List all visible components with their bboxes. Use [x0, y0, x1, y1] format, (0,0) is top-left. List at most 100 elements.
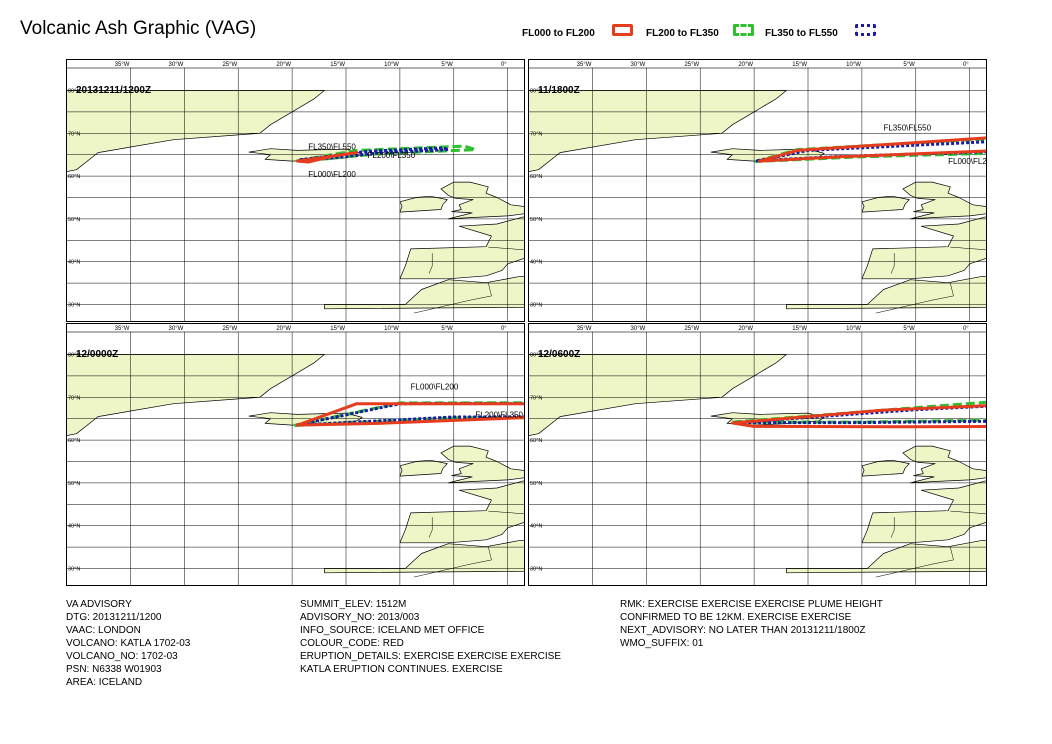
- latitude-label: 30°N: [530, 567, 542, 573]
- longitude-label: 20°W: [276, 62, 291, 68]
- latitude-label: 80°N: [68, 353, 80, 359]
- advisory-line: VOLCANO_NO: 1702-03: [66, 651, 178, 662]
- panel-time-label: 11/1800Z: [538, 85, 580, 96]
- country-border: [488, 510, 525, 515]
- latitude-label: 60°N: [530, 438, 542, 444]
- latitude-label: 60°N: [68, 438, 80, 444]
- longitude-label: 35°W: [115, 326, 130, 332]
- panel-frame: [528, 323, 987, 586]
- map-svg: 35°W30°W25°W20°W15°W10°W5°W0°5°E10°E15°E…: [528, 59, 987, 322]
- borders-layer: [875, 215, 987, 314]
- longitude-label: 25°W: [684, 62, 699, 68]
- landmass-ireland: [861, 459, 910, 477]
- country-border: [950, 510, 987, 515]
- advisory-line: WMO_SUFFIX: 01: [620, 638, 704, 649]
- latitude-label: 60°N: [530, 174, 542, 180]
- ash-area-fl000-to-fl200: [296, 151, 359, 164]
- graticule: [66, 59, 525, 322]
- landmass-europe: [861, 216, 987, 280]
- longitude-label: 0°: [501, 326, 507, 332]
- advisory-line: PSN: N6338 W01903: [66, 664, 162, 675]
- longitude-label: 30°W: [169, 62, 184, 68]
- land-layer: [528, 354, 987, 574]
- advisory-line: INFO_SOURCE: ICELAND MET OFFICE: [300, 625, 485, 636]
- legend-swatch-red: [612, 24, 633, 36]
- map-panel-3: 35°W30°W25°W20°W15°W10°W5°W0°5°E10°E15°E…: [66, 323, 525, 586]
- ash-polygons: [731, 400, 987, 429]
- longitude-label: 0°: [501, 62, 507, 68]
- advisory-line: SUMMIT_ELEV: 1512M: [300, 599, 407, 610]
- longitude-label: 20°W: [276, 326, 291, 332]
- graticule: [528, 323, 987, 586]
- latitude-label: 80°N: [68, 89, 80, 95]
- map-svg: 35°W30°W25°W20°W15°W10°W5°W0°5°E10°E15°E…: [66, 323, 525, 586]
- longitude-label: 20°W: [738, 62, 753, 68]
- latitude-label: 80°N: [530, 89, 542, 95]
- legend-swatch-blue: [855, 24, 876, 36]
- country-border: [413, 283, 492, 314]
- ash-area-fl000-to-fl200: [758, 136, 987, 163]
- advisory-line: KATLA ERUPTION CONTINUES. EXERCISE: [300, 664, 503, 675]
- legend-label: FL000 to FL200: [522, 28, 595, 39]
- ash-level-label: FL000\FL200: [308, 170, 356, 179]
- ash-level-label: FL350\FL550: [308, 143, 356, 152]
- advisory-line: ERUPTION_DETAILS: EXERCISE EXERCISE EXER…: [300, 651, 561, 662]
- panel-time-label: 12/0000Z: [76, 349, 118, 360]
- longitude-label: 30°W: [631, 326, 646, 332]
- advisory-line: DTG: 20131211/1200: [66, 612, 162, 623]
- latitude-label: 80°N: [530, 353, 542, 359]
- longitude-label: 0°: [963, 326, 969, 332]
- country-border: [413, 547, 492, 578]
- longitude-label: 10°W: [384, 326, 399, 332]
- longitude-label-band: [528, 59, 987, 69]
- longitude-label: 25°W: [222, 62, 237, 68]
- longitude-label: 15°W: [792, 62, 807, 68]
- landmass-ireland: [861, 195, 910, 213]
- country-border: [890, 517, 895, 538]
- latitude-label: 50°N: [530, 481, 542, 487]
- longitude-label: 5°W: [903, 326, 915, 332]
- advisory-column-1: VA ADVISORY DTG: 20131211/1200 VAAC: LON…: [66, 598, 190, 689]
- advisory-line: NEXT_ADVISORY: NO LATER THAN 20131211/18…: [620, 625, 866, 636]
- ash-level-label: FL000\FL200: [948, 157, 987, 166]
- ash-level-label: FL200\FL350: [475, 410, 523, 419]
- longitude-label: 35°W: [577, 62, 592, 68]
- graticule: [528, 59, 987, 322]
- country-border: [950, 246, 987, 251]
- borders-layer: [413, 479, 525, 578]
- ash-polygons: [296, 144, 477, 164]
- advisory-text: VA ADVISORY DTG: 20131211/1200 VAAC: LON…: [66, 598, 966, 698]
- landmass-africa: [786, 276, 987, 310]
- legend-label: FL200 to FL350: [646, 28, 719, 39]
- map-svg: 35°W30°W25°W20°W15°W10°W5°W0°5°E10°E15°E…: [66, 59, 525, 322]
- longitude-label-band: [528, 323, 987, 333]
- borders-layer: [413, 215, 525, 314]
- latitude-label: 50°N: [530, 217, 542, 223]
- borders-layer: [875, 479, 987, 578]
- advisory-line: RMK: EXERCISE EXERCISE EXERCISE PLUME HE…: [620, 599, 883, 610]
- country-border: [488, 246, 525, 251]
- latitude-label: 40°N: [68, 260, 80, 266]
- longitude-label: 5°W: [903, 62, 915, 68]
- landmass-europe: [399, 480, 525, 544]
- latitude-label: 40°N: [530, 524, 542, 530]
- advisory-line: VOLCANO: KATLA 1702-03: [66, 638, 191, 649]
- graticule: [66, 323, 525, 586]
- ash-area-fl000-to-fl200: [296, 402, 525, 427]
- landmass-africa: [324, 276, 525, 310]
- panel-frame: [528, 59, 987, 322]
- advisory-column-3: RMK: EXERCISE EXERCISE EXERCISE PLUME HE…: [620, 598, 883, 650]
- latitude-label: 70°N: [68, 395, 80, 401]
- longitude-label: 25°W: [684, 326, 699, 332]
- landmass-africa: [324, 540, 525, 574]
- advisory-line: CONFIRMED TO BE 12KM. EXERCISE EXERCISE: [620, 612, 852, 623]
- advisory-line: VAAC: LONDON: [66, 625, 141, 636]
- longitude-label: 10°W: [384, 62, 399, 68]
- advisory-line: AREA: ICELAND: [66, 677, 143, 688]
- longitude-label: 0°: [963, 62, 969, 68]
- ash-level-label: FL000\FL200: [411, 383, 459, 392]
- panel-frame: [66, 59, 525, 322]
- latitude-label: 70°N: [530, 131, 542, 137]
- longitude-label: 5°W: [441, 326, 453, 332]
- map-panel-1: 35°W30°W25°W20°W15°W10°W5°W0°5°E10°E15°E…: [66, 59, 525, 322]
